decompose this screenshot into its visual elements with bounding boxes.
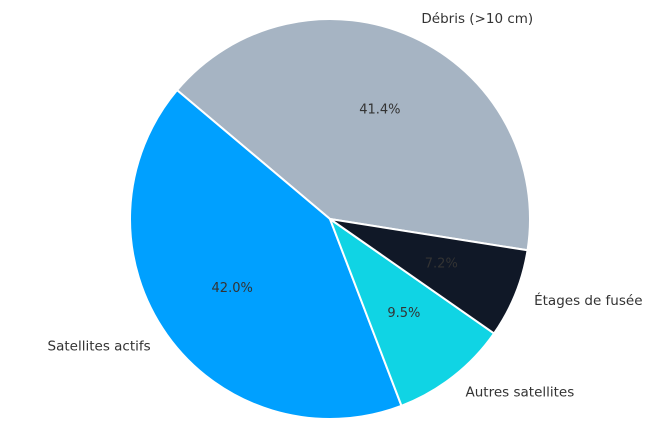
slice-label-3: Étages de fusée [534, 292, 642, 309]
slice-pct-label-1: 42.0% [212, 281, 253, 296]
pie-slice-1 [129, 89, 403, 420]
slice-label-1: Satellites actifs [48, 339, 151, 355]
slice-pct-label-3: 7.2% [425, 256, 458, 271]
slice-label-2: Autres satellites [466, 384, 575, 400]
slice-pct-label-2: 9.5% [387, 306, 420, 321]
slice-pct-label-0: 41.4% [359, 102, 400, 117]
pie-slice-2 [329, 218, 496, 407]
pie-slice-3 [329, 218, 529, 335]
slice-label-0: Débris (>10 cm) [421, 11, 533, 27]
pie-slice-0 [176, 18, 531, 252]
